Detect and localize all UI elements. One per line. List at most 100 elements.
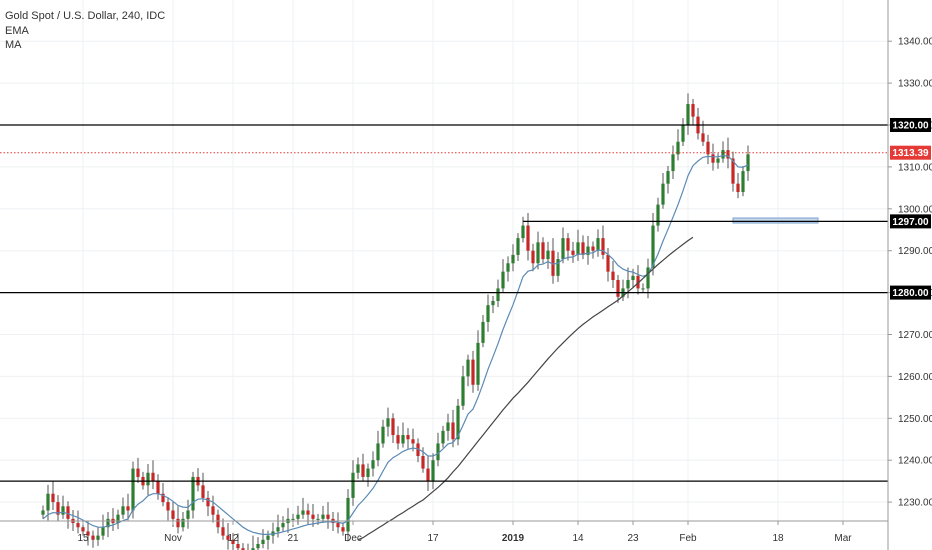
candle-body-64[interactable] xyxy=(361,464,365,477)
candle-body-16[interactable] xyxy=(121,506,125,515)
candle-body-2[interactable] xyxy=(51,493,55,503)
candle-body-98[interactable] xyxy=(531,250,535,264)
candle-body-84[interactable] xyxy=(461,376,465,406)
candle-body-93[interactable] xyxy=(506,263,510,272)
candle-body-130[interactable] xyxy=(691,104,695,117)
candle-body-111[interactable] xyxy=(596,238,600,251)
candle-body-82[interactable] xyxy=(451,422,455,440)
candle-body-105[interactable] xyxy=(566,238,570,251)
candle-body-45[interactable] xyxy=(266,535,270,540)
candle-body-104[interactable] xyxy=(561,238,565,260)
candle-body-42[interactable] xyxy=(251,548,255,550)
candle-body-23[interactable] xyxy=(156,481,160,494)
candle-body-86[interactable] xyxy=(471,359,475,385)
candle-body-75[interactable] xyxy=(416,443,420,457)
candle-body-71[interactable] xyxy=(396,435,400,444)
candle-body-102[interactable] xyxy=(551,250,555,276)
candle-body-108[interactable] xyxy=(581,242,585,255)
candle-body-79[interactable] xyxy=(436,443,440,461)
candle-body-51[interactable] xyxy=(296,514,300,519)
candle-body-97[interactable] xyxy=(526,225,530,251)
candle-body-112[interactable] xyxy=(601,238,605,255)
candle-body-43[interactable] xyxy=(256,544,260,549)
candle-body-66[interactable] xyxy=(371,460,375,469)
candle-body-72[interactable] xyxy=(401,435,405,444)
candle-body-24[interactable] xyxy=(161,493,165,503)
candle-body-81[interactable] xyxy=(446,422,450,431)
candle-body-78[interactable] xyxy=(431,460,435,482)
candle-body-44[interactable] xyxy=(261,539,265,544)
candle-body-32[interactable] xyxy=(201,485,205,498)
candle-body-61[interactable] xyxy=(346,497,350,532)
candle-body-107[interactable] xyxy=(576,242,580,255)
candle-body-63[interactable] xyxy=(356,464,360,473)
candle-body-136[interactable] xyxy=(721,150,725,159)
candle-body-139[interactable] xyxy=(736,183,740,193)
candle-body-21[interactable] xyxy=(146,472,150,486)
candle-body-100[interactable] xyxy=(541,242,545,260)
candle-body-89[interactable] xyxy=(486,305,490,322)
candle-body-135[interactable] xyxy=(716,158,720,163)
candle-body-26[interactable] xyxy=(171,510,175,519)
candle-body-69[interactable] xyxy=(386,418,390,427)
candle-body-7[interactable] xyxy=(76,523,80,528)
candle-body-87[interactable] xyxy=(476,342,480,385)
candle-body-106[interactable] xyxy=(571,250,575,255)
candle-body-40[interactable] xyxy=(241,548,245,550)
candle-body-114[interactable] xyxy=(611,271,615,281)
candle-body-47[interactable] xyxy=(276,527,280,532)
candle-body-54[interactable] xyxy=(311,514,315,519)
candle-body-60[interactable] xyxy=(341,527,345,532)
ema-legend-label[interactable]: EMA xyxy=(5,24,29,37)
candle-body-96[interactable] xyxy=(521,225,525,239)
candle-body-39[interactable] xyxy=(236,544,240,549)
candle-body-9[interactable] xyxy=(86,531,90,536)
candle-body-83[interactable] xyxy=(456,405,460,440)
candle-body-34[interactable] xyxy=(211,506,215,515)
ma-legend-label[interactable]: MA xyxy=(5,39,22,51)
candle-body-19[interactable] xyxy=(136,468,140,477)
candle-body-50[interactable] xyxy=(291,518,295,520)
candle-body-110[interactable] xyxy=(591,246,595,251)
candle-body-117[interactable] xyxy=(626,280,630,289)
candle-body-59[interactable] xyxy=(336,523,340,528)
candle-body-99[interactable] xyxy=(536,242,540,264)
candle-body-67[interactable] xyxy=(376,443,380,461)
candle-body-56[interactable] xyxy=(321,514,325,519)
candle-body-8[interactable] xyxy=(81,527,85,532)
candle-body-27[interactable] xyxy=(176,518,180,528)
candle-body-28[interactable] xyxy=(181,518,185,528)
candle-body-91[interactable] xyxy=(496,288,500,301)
candle-body-38[interactable] xyxy=(231,539,235,544)
candle-body-13[interactable] xyxy=(106,518,110,528)
candle-body-1[interactable] xyxy=(46,493,50,511)
candle-body-4[interactable] xyxy=(61,506,65,515)
candle-body-65[interactable] xyxy=(366,468,370,477)
candle-body-124[interactable] xyxy=(661,183,665,205)
candle-body-22[interactable] xyxy=(151,472,155,482)
candle-body-129[interactable] xyxy=(686,104,690,125)
candle-body-138[interactable] xyxy=(731,158,735,184)
candle-body-73[interactable] xyxy=(406,435,410,440)
candle-body-0[interactable] xyxy=(41,510,45,515)
candle-body-123[interactable] xyxy=(656,204,660,226)
candle-body-141[interactable] xyxy=(746,154,750,172)
candle-body-122[interactable] xyxy=(651,225,655,268)
candle-body-137[interactable] xyxy=(726,150,730,159)
candle-body-132[interactable] xyxy=(701,133,705,142)
candle-body-74[interactable] xyxy=(411,439,415,444)
candle-body-30[interactable] xyxy=(191,476,195,511)
candle-body-90[interactable] xyxy=(491,300,495,306)
candle-body-52[interactable] xyxy=(301,510,305,515)
candle-body-18[interactable] xyxy=(131,468,135,511)
candle-body-115[interactable] xyxy=(616,280,620,297)
candle-body-109[interactable] xyxy=(586,246,590,255)
candle-body-125[interactable] xyxy=(666,171,670,184)
candle-body-88[interactable] xyxy=(481,321,485,343)
candle-body-119[interactable] xyxy=(636,275,640,289)
candle-body-77[interactable] xyxy=(426,468,430,482)
candle-body-29[interactable] xyxy=(186,510,190,519)
candle-body-10[interactable] xyxy=(91,535,95,540)
candle-body-11[interactable] xyxy=(96,535,100,540)
